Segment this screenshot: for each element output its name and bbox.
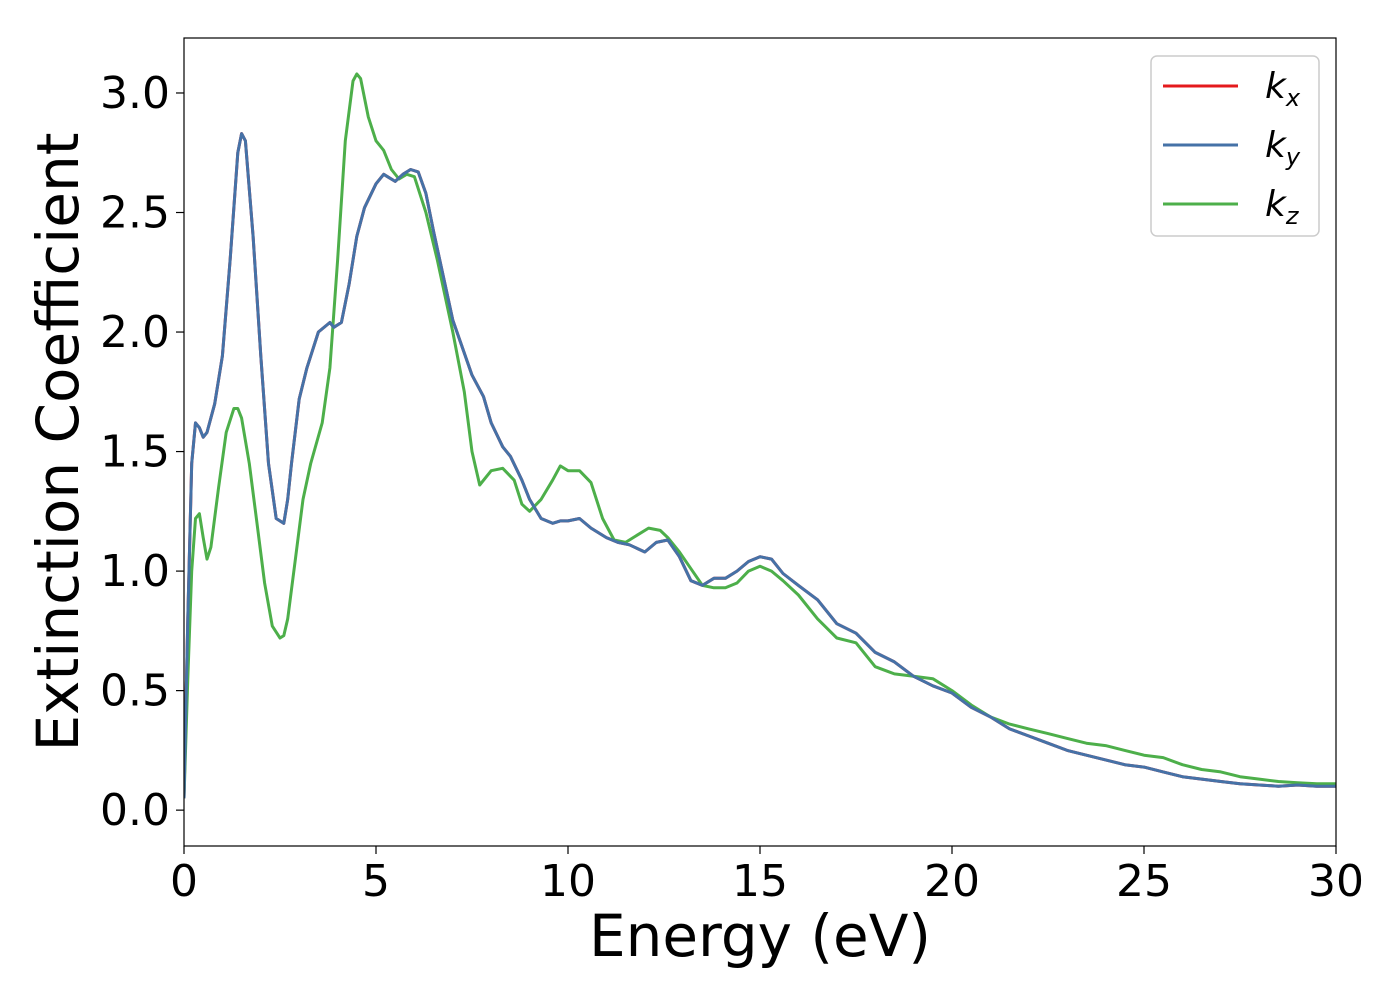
legend-label-kx: kx xyxy=(1265,66,1301,112)
x-tick-label: 20 xyxy=(924,856,980,907)
series-line-kz xyxy=(184,72,1336,799)
y-tick-label: 0.0 xyxy=(100,785,170,836)
x-tick-label: 5 xyxy=(362,856,390,907)
y-tick-label: 0.5 xyxy=(100,666,170,717)
legend-label-ky: ky xyxy=(1265,125,1301,171)
y-tick-label: 1.5 xyxy=(100,427,170,478)
x-axis: 0 5 10 15 20 25 30 xyxy=(170,846,1364,907)
y-tick-label: 2.5 xyxy=(100,188,170,239)
legend-label-kz: kz xyxy=(1265,184,1300,230)
y-axis: 0.0 0.5 1.0 1.5 2.0 2.5 3.0 xyxy=(100,68,184,836)
y-tick-label: 3.0 xyxy=(100,68,170,119)
y-tick-label: 1.0 xyxy=(100,546,170,597)
x-tick-label: 25 xyxy=(1116,856,1172,907)
x-tick-label: 0 xyxy=(170,856,198,907)
legend: kx ky kz xyxy=(1150,55,1320,237)
x-tick-label: 15 xyxy=(732,856,788,907)
y-axis-label: Extinction Coefficient xyxy=(24,133,92,752)
x-axis-label: Energy (eV) xyxy=(589,902,931,970)
x-tick-label: 30 xyxy=(1308,856,1364,907)
y-tick-label: 2.0 xyxy=(100,307,170,358)
plot-lines xyxy=(184,72,1336,799)
series-line-ky xyxy=(184,132,1336,799)
x-tick-label: 10 xyxy=(540,856,596,907)
